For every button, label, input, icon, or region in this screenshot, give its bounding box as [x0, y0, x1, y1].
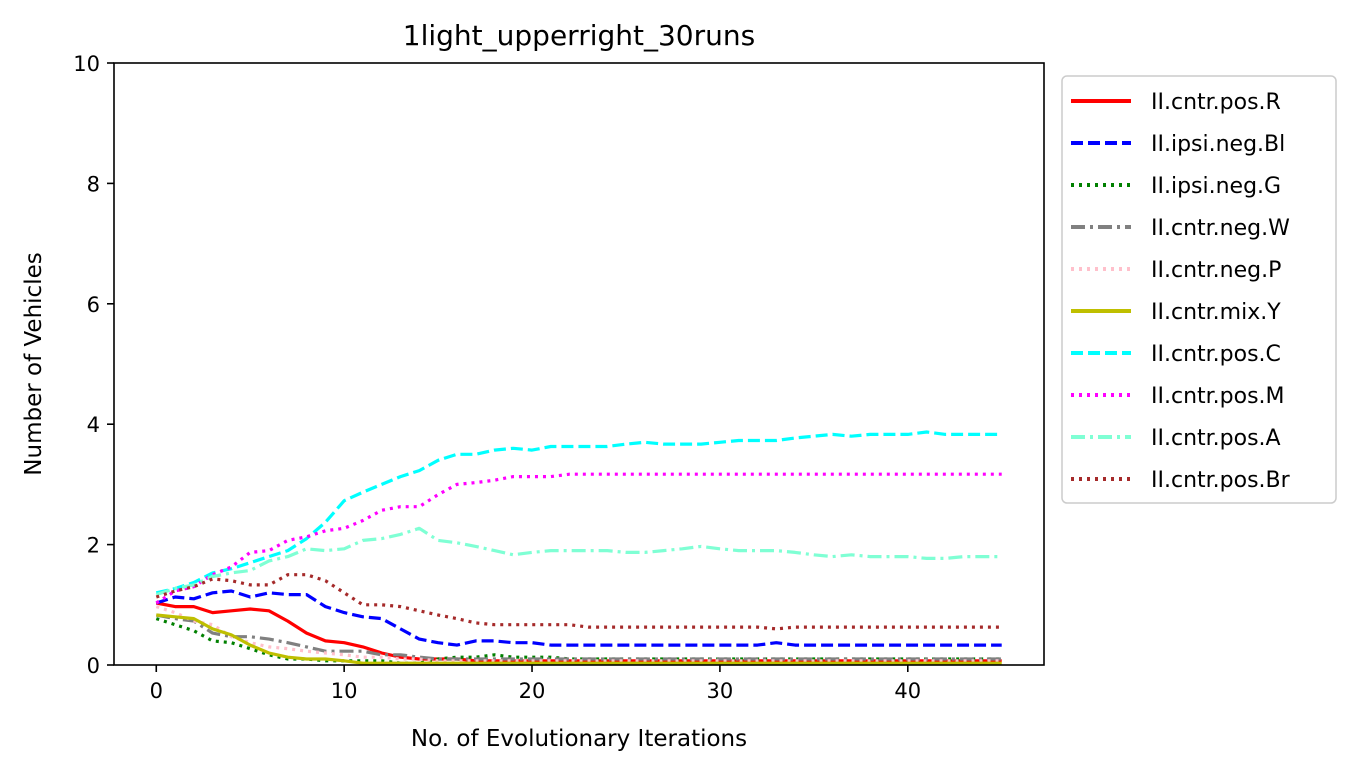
x-tick-label: 10 — [331, 679, 358, 703]
legend-label: II.cntr.pos.A — [1151, 426, 1281, 451]
x-tick-label: 0 — [150, 679, 163, 703]
legend-frame — [1061, 75, 1337, 504]
series-line — [155, 613, 1002, 661]
x-tick-label: 40 — [894, 679, 921, 703]
legend-label: II.ipsi.neg.G — [1151, 174, 1281, 199]
y-tick-label: 10 — [73, 52, 100, 76]
series-line — [155, 605, 1002, 663]
y-tick-label: 0 — [87, 654, 100, 678]
chart-title: 1light_upperright_30runs — [403, 19, 755, 52]
legend-label: II.cntr.neg.W — [1151, 216, 1290, 241]
series-line — [155, 601, 1002, 663]
series-line — [155, 589, 1002, 647]
x-tick-label: 20 — [519, 679, 546, 703]
legend-label: II.cntr.pos.M — [1151, 384, 1285, 409]
series-layer — [155, 430, 1002, 665]
x-tick-label: 30 — [707, 679, 734, 703]
y-tick-label: 8 — [87, 172, 100, 196]
legend-label: II.cntr.pos.R — [1151, 90, 1281, 115]
series-line — [155, 526, 1002, 597]
y-tick-label: 4 — [87, 413, 100, 437]
plot-frame — [113, 62, 1045, 666]
x-axis: 0 10 20 30 40 — [150, 665, 921, 703]
y-axis: 0 2 4 6 8 10 — [73, 52, 114, 678]
legend-label: II.cntr.pos.Br — [1151, 468, 1291, 493]
series-line — [156, 613, 1002, 665]
legend-label: II.cntr.neg.P — [1151, 258, 1281, 283]
y-tick-label: 6 — [87, 293, 100, 317]
x-axis-label: No. of Evolutionary Iterations — [411, 726, 747, 752]
series-line — [155, 573, 1002, 631]
y-tick-label: 2 — [87, 534, 100, 558]
y-axis-label: Number of Vehicles — [21, 252, 47, 475]
series-line — [155, 472, 1002, 605]
legend-label: II.cntr.mix.Y — [1151, 300, 1281, 325]
legend-label: II.ipsi.neg.Bl — [1151, 132, 1285, 157]
legend-label: II.cntr.pos.C — [1151, 342, 1281, 367]
legend: II.cntr.pos.R II.ipsi.neg.Bl II.ipsi.neg.G… — [1061, 75, 1337, 504]
series-line — [155, 430, 1002, 595]
